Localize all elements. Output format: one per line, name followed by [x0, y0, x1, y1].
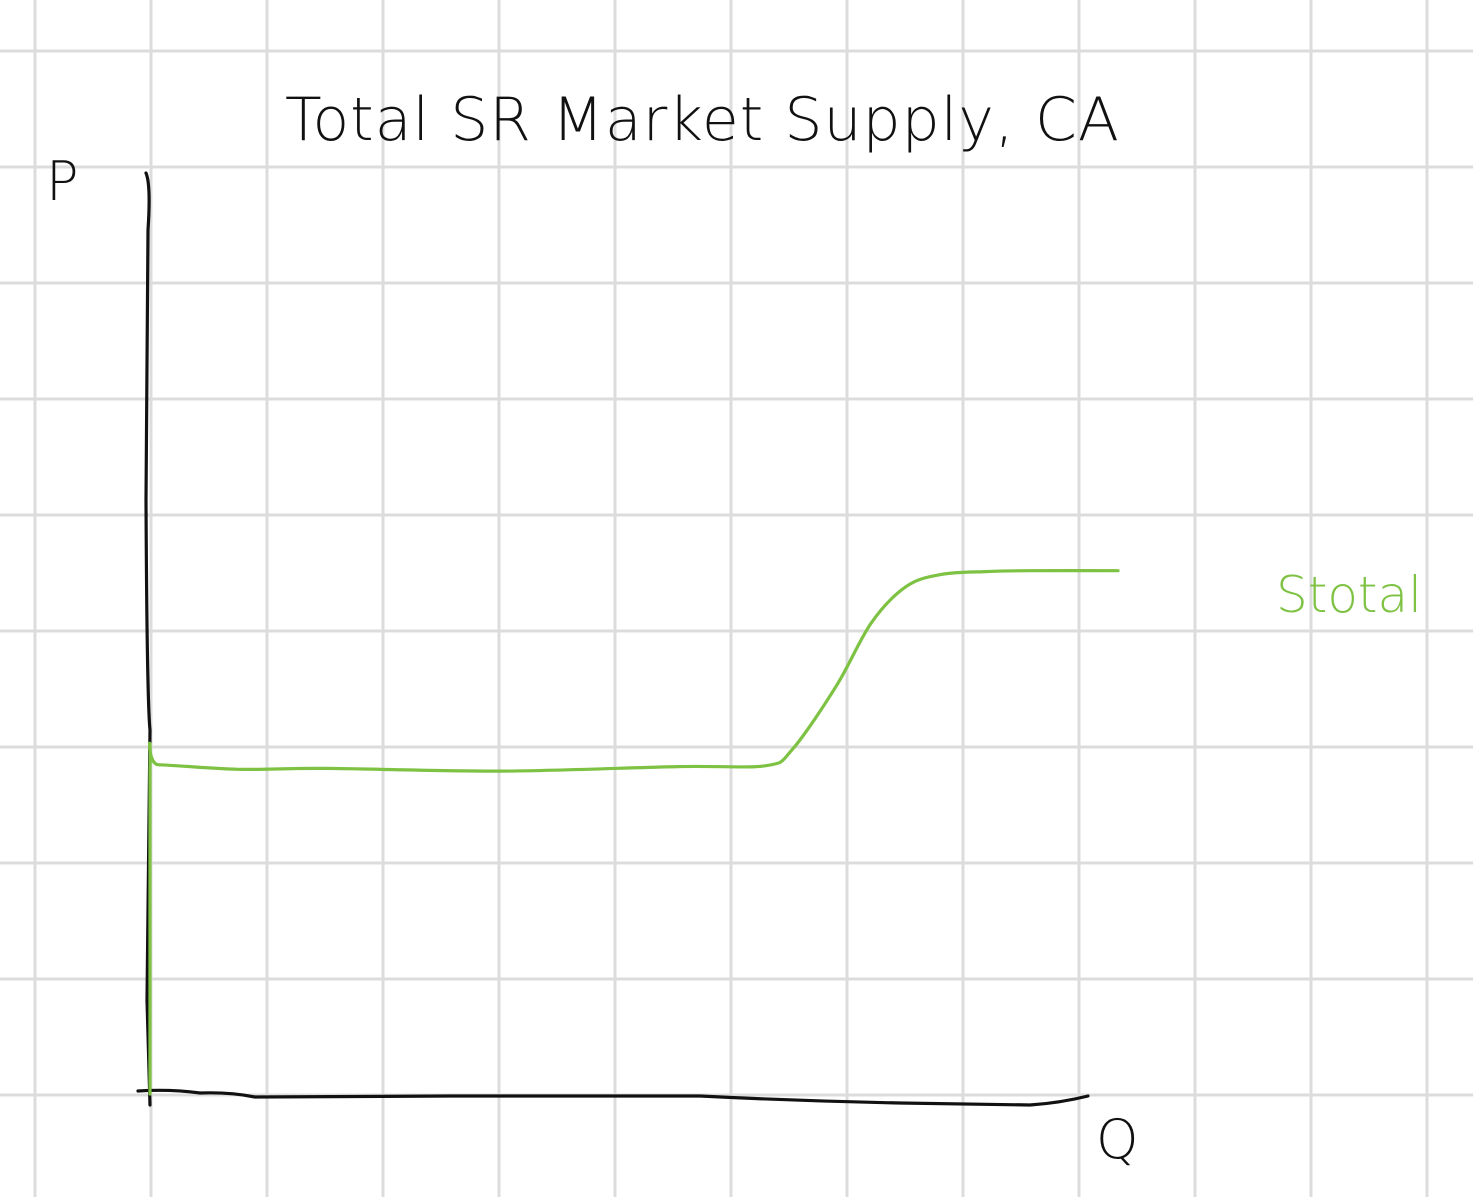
- plot-area: [148, 569, 1120, 1096]
- x-axis: [136, 1088, 1090, 1107]
- y-axis: [144, 171, 152, 1107]
- chart-title: Total SR Market Supply, CA: [285, 85, 1120, 155]
- axes: [136, 171, 1090, 1107]
- y-axis-label: P: [46, 150, 79, 213]
- x-axis-label: Q: [1096, 1108, 1139, 1171]
- series-line-0: [148, 569, 1120, 1096]
- series-label-stotal: Stotal: [1276, 566, 1422, 624]
